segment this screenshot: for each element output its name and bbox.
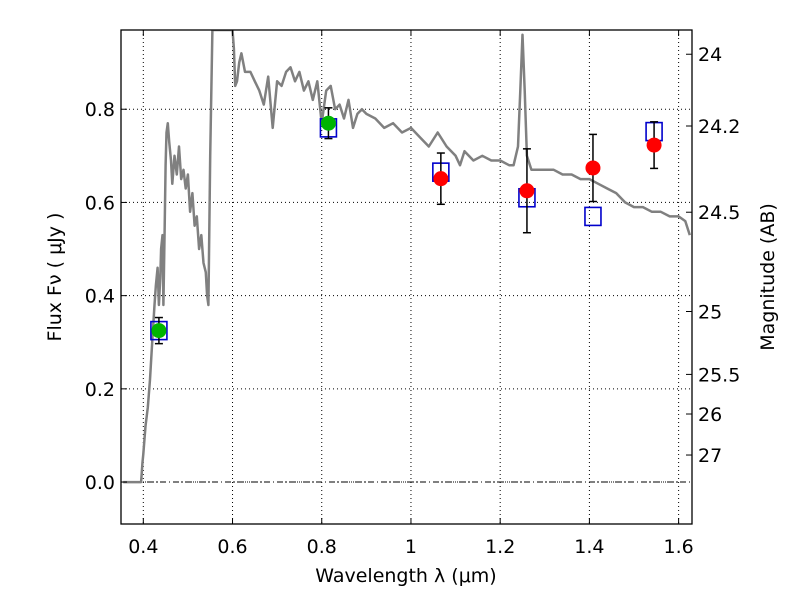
y-tick-label: 0.2 [85,379,115,401]
y2-tick-label: 26 [698,404,722,426]
model-flux-square [584,206,602,227]
y-tick-label: 0.8 [85,99,115,121]
x-tick-label: 1.4 [574,536,604,558]
observed-flux-point [519,183,535,199]
y2-tick-label: 24 [698,44,722,66]
observed-flux-point [585,160,601,176]
observed-flux-point [433,171,449,187]
y2-tick-label: 24.2 [698,116,740,138]
y2-tick-label: 25.5 [698,364,740,386]
y-tick-label: 0.6 [85,192,115,214]
x-tick-label: 0.6 [217,536,247,558]
observed-flux-point [151,323,167,339]
y2-tick-label: 25 [698,301,722,323]
observed-flux-point [320,115,336,131]
y2-tick-label: 24.5 [698,202,740,224]
observed-flux-point [646,137,662,153]
plot-frame [120,29,693,525]
x-tick-label: 1.2 [485,536,515,558]
axis-ticks: 0.4 0.6 0.8 1 1.2 1.4 1.6 0.0 0.2 0.4 0.6 0.8 24 24.2… [85,30,740,558]
x-tick-label: 0.4 [128,536,158,558]
y-tick-label: 0.0 [85,472,115,494]
y-axis-title: Flux Fν ( μJy ) [44,213,66,342]
markers-layer [150,107,663,345]
y2-axis-title: Magnitude (AB) [757,203,779,351]
y2-tick-label: 27 [698,445,722,467]
x-tick-label: 1.6 [664,536,694,558]
x-tick-label: 1 [405,536,417,558]
y-tick-label: 0.4 [85,286,115,308]
x-axis-title: Wavelength λ (μm) [315,565,496,587]
x-tick-label: 0.8 [307,536,337,558]
